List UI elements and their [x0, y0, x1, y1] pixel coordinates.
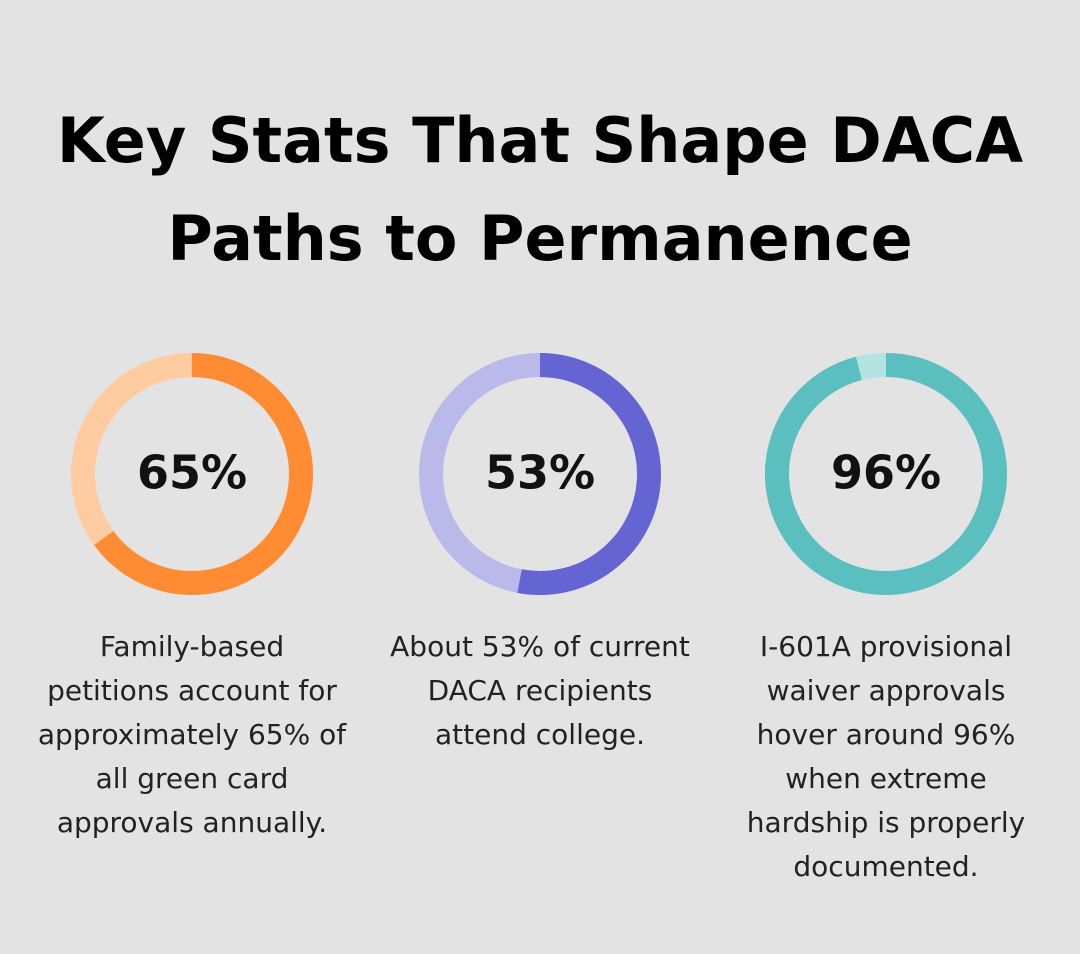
description: I-601A provisional waiver approvals hove… — [746, 630, 1026, 883]
percent-label: 53% — [485, 446, 595, 500]
description: About 53% of current DACA recipients att… — [390, 630, 690, 751]
donut-arc — [765, 353, 1007, 595]
donut-arc — [94, 353, 313, 595]
description: Family-based petitions account for appro… — [37, 630, 347, 839]
percent-label: 96% — [831, 446, 941, 500]
donut-arc — [517, 353, 661, 595]
title: Key Stats That Shape DACA Paths to Perma… — [56, 104, 1024, 275]
percent-label: 65% — [137, 446, 247, 500]
